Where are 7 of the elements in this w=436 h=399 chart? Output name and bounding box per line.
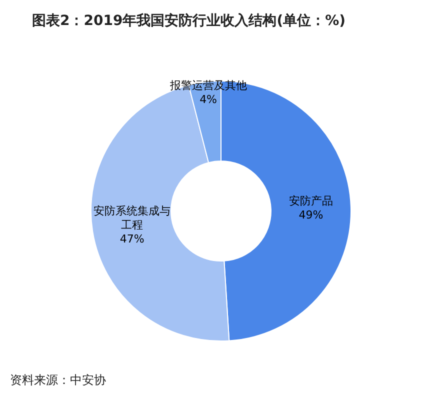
chart-title: 图表2：2019年我国安防行业收入结构(单位：%) (32, 12, 346, 30)
data-label: 4% (200, 92, 218, 106)
data-label: 47% (120, 232, 144, 246)
slice-label: 安防系统集成与工程 (94, 204, 171, 232)
text: 资料来源：中安协 (10, 372, 106, 389)
slice-label: 安防产品 (288, 194, 333, 208)
data-label: 49% (298, 208, 324, 222)
